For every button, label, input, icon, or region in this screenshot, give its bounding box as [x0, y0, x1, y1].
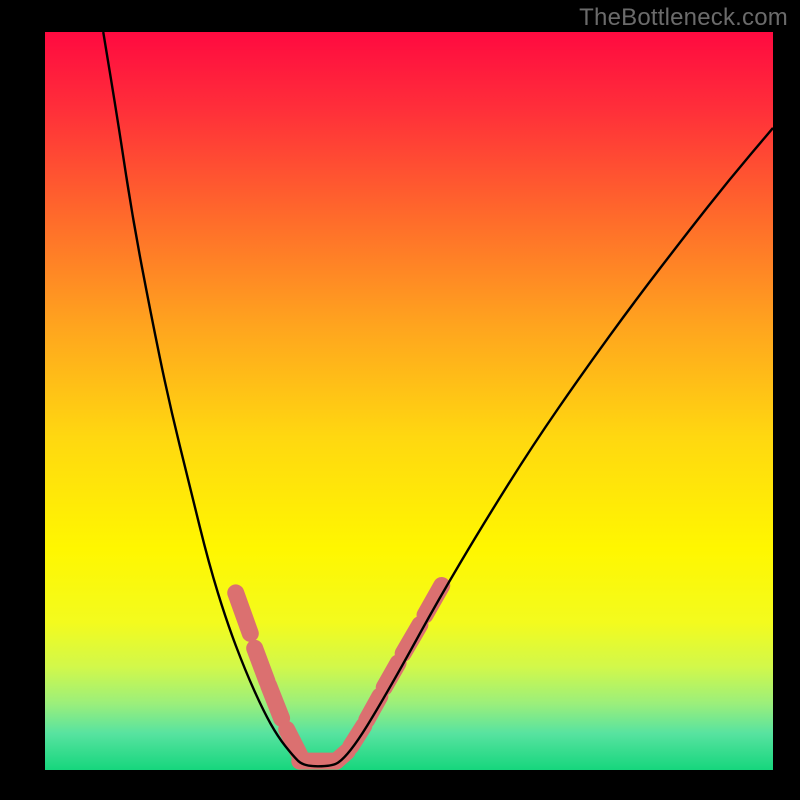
bottleneck-chart — [0, 0, 800, 800]
chart-container: TheBottleneck.com — [0, 0, 800, 800]
marker-segment — [255, 648, 267, 681]
